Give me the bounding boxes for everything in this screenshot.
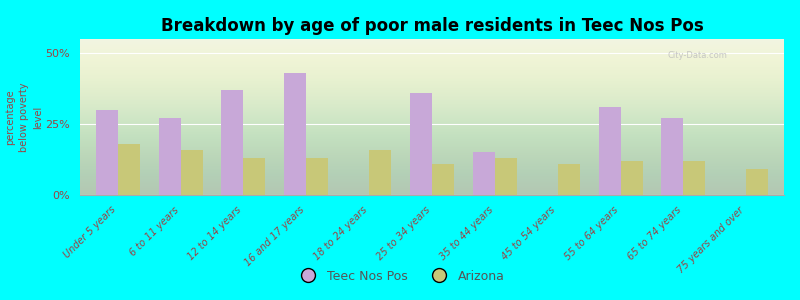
Bar xyxy=(432,164,454,195)
Bar xyxy=(558,164,580,195)
Legend: Teec Nos Pos, Arizona: Teec Nos Pos, Arizona xyxy=(290,265,510,288)
Bar xyxy=(306,158,328,195)
Bar xyxy=(621,161,642,195)
Title: Breakdown by age of poor male residents in Teec Nos Pos: Breakdown by age of poor male residents … xyxy=(161,17,703,35)
Bar xyxy=(662,118,683,195)
Text: City-Data.com: City-Data.com xyxy=(668,52,728,61)
Bar xyxy=(746,169,768,195)
Bar xyxy=(495,158,517,195)
Bar xyxy=(158,118,181,195)
Bar xyxy=(222,90,243,195)
Bar xyxy=(284,73,306,195)
Y-axis label: percentage
below poverty
level: percentage below poverty level xyxy=(5,82,42,152)
Bar xyxy=(598,107,621,195)
Bar xyxy=(181,150,202,195)
Bar xyxy=(369,150,391,195)
Bar xyxy=(473,152,495,195)
Bar xyxy=(410,93,432,195)
Bar xyxy=(683,161,706,195)
Bar xyxy=(118,144,140,195)
Bar xyxy=(243,158,266,195)
Bar xyxy=(96,110,118,195)
